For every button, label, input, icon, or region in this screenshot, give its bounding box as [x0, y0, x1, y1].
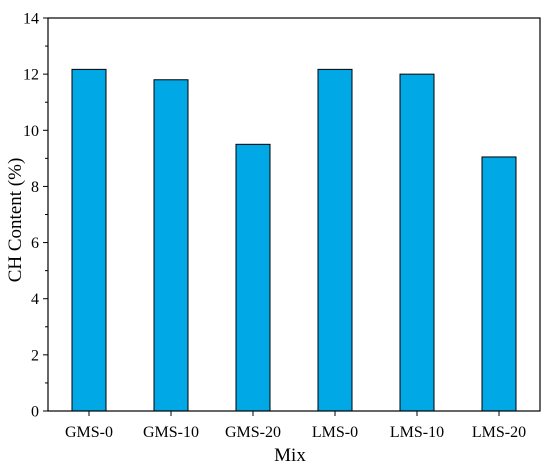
- bar-lms-20: [481, 156, 517, 412]
- bar-gms-10: [153, 79, 189, 412]
- y-tick-label: 4: [31, 291, 39, 308]
- y-tick-label: 10: [23, 123, 39, 140]
- x-tick-label: LMS-0: [312, 424, 358, 441]
- plot-frame: [47, 17, 541, 412]
- x-axis-title: Mix: [274, 445, 306, 466]
- bars-layer: [71, 68, 517, 412]
- x-tick-label: LMS-20: [472, 424, 526, 441]
- ticks-layer: GMS-0 GMS-10 GMS-20 LMS-0 LMS-10 LMS-20 0 2 4 6 8 1…: [23, 11, 526, 442]
- bar-lms-10: [399, 73, 435, 412]
- bar-gms-0: [71, 68, 107, 412]
- bar-lms-0: [317, 68, 353, 412]
- y-tick-label: 2: [31, 347, 39, 364]
- y-tick-label: 0: [31, 404, 39, 421]
- x-tick-label: GMS-0: [65, 424, 113, 441]
- x-tick-label: GMS-20: [225, 424, 281, 441]
- y-tick-label: 14: [23, 11, 39, 28]
- y-tick-label: 12: [23, 67, 39, 84]
- y-tick-label: 6: [31, 235, 39, 252]
- bar-gms-20: [235, 143, 271, 412]
- axes-layer: [47, 17, 541, 412]
- y-tick-label: 8: [31, 179, 39, 196]
- y-axis-title: CH Content (%): [5, 158, 26, 283]
- x-tick-label: LMS-10: [390, 424, 444, 441]
- x-tick-label: GMS-10: [143, 424, 199, 441]
